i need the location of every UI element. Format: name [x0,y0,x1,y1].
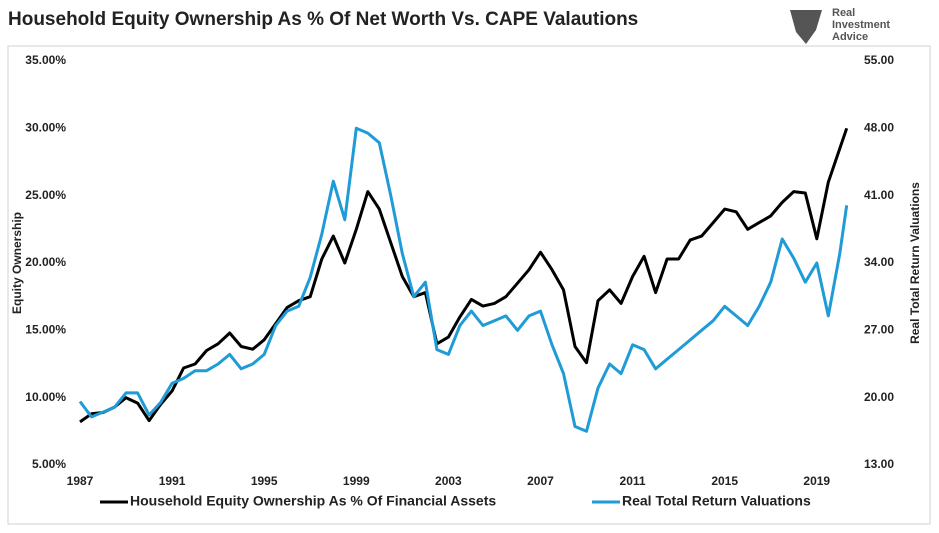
y-tick-label: 25.00% [25,188,66,202]
y2-tick-label: 41.00 [864,188,894,202]
x-tick-label: 2011 [620,474,646,488]
x-tick-label: 2019 [803,474,830,488]
y2-tick-label: 48.00 [864,121,894,135]
y2-tick-label: 34.00 [864,255,894,269]
x-tick-label: 1991 [159,474,186,488]
x-tick-label: 2007 [527,474,554,488]
x-tick-label: 1995 [251,474,278,488]
x-tick-label: 2003 [435,474,462,488]
chart-frame [7,45,931,525]
legend-label: Household Equity Ownership As % Of Finan… [130,493,496,509]
series-line [79,127,849,424]
x-tick-label: 2015 [711,474,738,488]
logo-mark [790,10,822,44]
y-tick-label: 10.00% [25,390,66,404]
y2-tick-label: 27.00 [864,323,894,337]
logo: Real Investment Advice [790,7,890,44]
y-tick-label: 35.00% [25,53,66,67]
y2-tick-label: 55.00 [864,53,894,67]
logo-text: Advice [832,31,868,43]
logo-text: Investment [832,19,890,31]
chart-title: Household Equity Ownership As % Of Net W… [8,9,638,30]
y2-tick-label: 13.00 [864,457,894,471]
y2-axis-label: Real Total Return Valuations [908,182,922,344]
y2-tick-label: 20.00 [864,390,894,404]
y-tick-label: 20.00% [25,255,66,269]
logo-text: Real [832,7,855,19]
y-axis-label: Equity Ownership [10,212,24,314]
series-line [78,126,849,433]
y-tick-label: 30.00% [25,121,66,135]
x-tick-label: 1999 [343,474,370,488]
y-tick-label: 5.00% [32,457,66,471]
y-tick-label: 15.00% [25,323,66,337]
x-tick-label: 1987 [67,474,94,488]
legend-label: Real Total Return Valuations [622,493,811,509]
